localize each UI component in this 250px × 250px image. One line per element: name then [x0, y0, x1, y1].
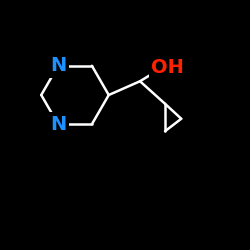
Text: OH: OH	[151, 58, 184, 77]
Text: N: N	[50, 115, 66, 134]
Text: N: N	[50, 56, 66, 75]
